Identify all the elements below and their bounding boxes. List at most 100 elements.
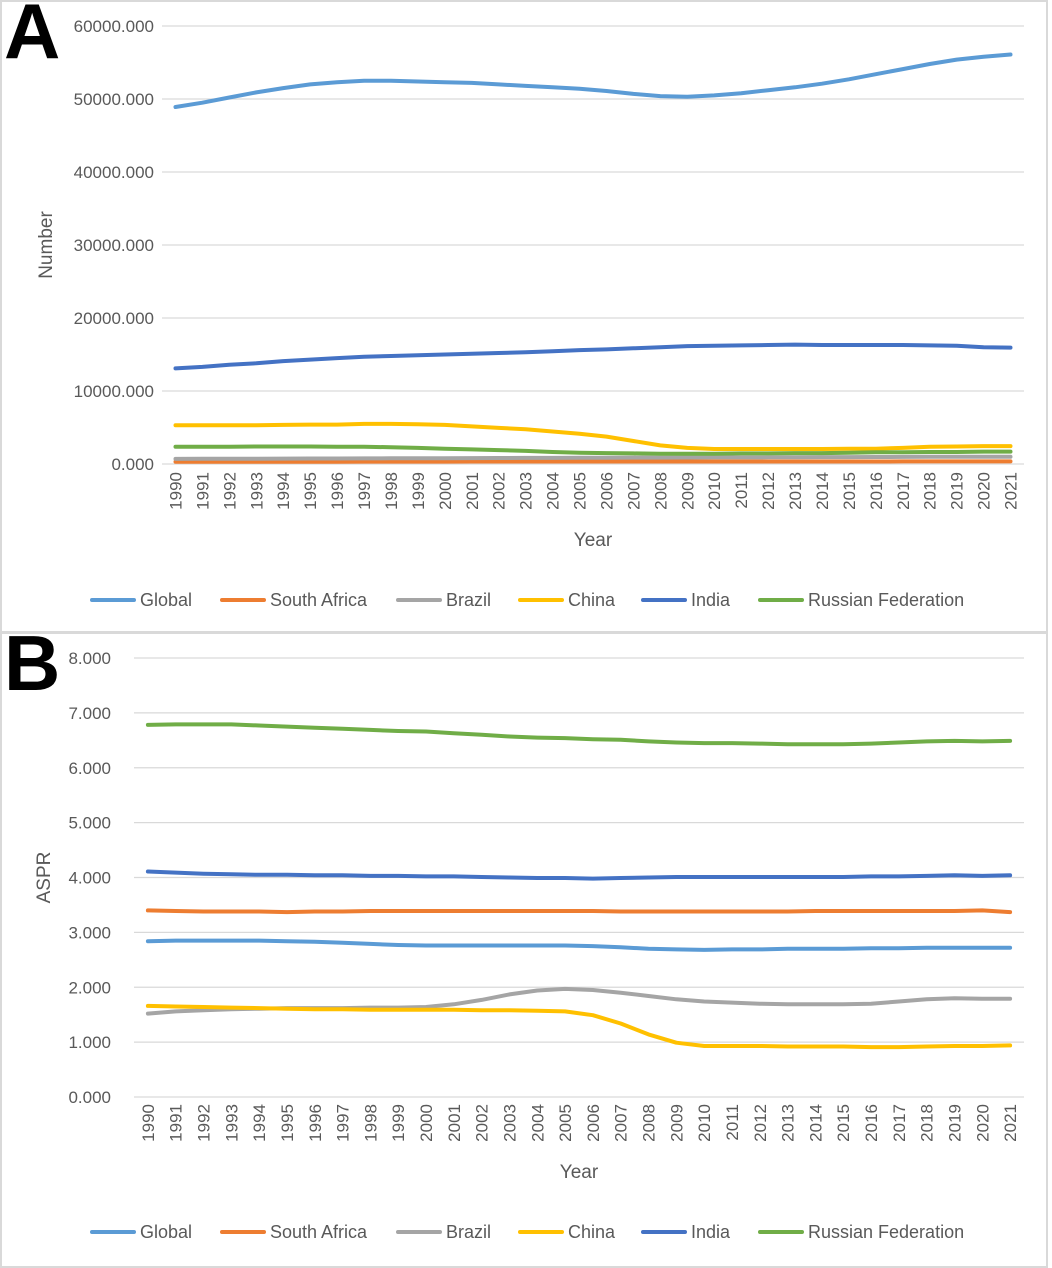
chart-b: 0.000 1.000 2.000 3.000 4.000 5.000 6.000 7.000… bbox=[34, 649, 1024, 1242]
chart-a-x-tick-label: 2006 bbox=[597, 472, 616, 510]
chart-b-y-tick-label: 1.000 bbox=[68, 1033, 111, 1052]
chart-b-legend-item-south-africa: South Africa bbox=[220, 1222, 368, 1242]
chart-a-legend-label: Russian Federation bbox=[808, 590, 964, 610]
chart-a-x-tick-label: 1991 bbox=[193, 472, 212, 510]
chart-a-x-tick-label: 2018 bbox=[921, 472, 940, 510]
chart-a-y-tick-label: 0.000 bbox=[111, 455, 154, 474]
chart-a-x-tick-label: 1990 bbox=[166, 472, 185, 510]
chart-a-gridlines bbox=[162, 25, 1024, 465]
chart-b-x-tick-label: 2018 bbox=[918, 1104, 937, 1142]
chart-a-legend-item-china: China bbox=[518, 590, 616, 610]
chart-a-x-tick-label: 2005 bbox=[571, 472, 590, 510]
chart-b-series-line-china bbox=[145, 1003, 1013, 1050]
chart-b-x-tick-label: 1995 bbox=[278, 1104, 297, 1142]
chart-b-y-tick-label: 5.000 bbox=[68, 814, 111, 833]
chart-a-x-tick-label: 2000 bbox=[436, 472, 455, 510]
chart-b-y-tick-label: 2.000 bbox=[68, 978, 111, 997]
chart-b-series-line-global bbox=[145, 938, 1013, 952]
chart-a-x-tick-label: 2013 bbox=[786, 472, 805, 510]
chart-a-x-tick-label: 1994 bbox=[274, 472, 293, 510]
chart-b-x-tick-label: 2019 bbox=[945, 1104, 964, 1142]
chart-b-x-tick-label: 2020 bbox=[973, 1104, 992, 1142]
chart-a-x-tick-label: 2010 bbox=[705, 472, 724, 510]
chart-a-x-tick-label: 2016 bbox=[867, 472, 886, 510]
chart-b-y-tick-label: 6.000 bbox=[68, 759, 111, 778]
chart-a-y-tick-label: 60000.000 bbox=[74, 17, 154, 36]
chart-a-legend-item-india: India bbox=[641, 590, 731, 610]
chart-b-series-line-russian-federation bbox=[145, 722, 1013, 747]
chart-a-x-tick-label: 2012 bbox=[759, 472, 778, 510]
chart-a-x-tick-label: 1998 bbox=[382, 472, 401, 510]
chart-a-legend-label: Global bbox=[140, 590, 192, 610]
chart-a-x-tick-label: 2021 bbox=[1002, 472, 1021, 510]
chart-a-y-tick-label: 40000.000 bbox=[74, 163, 154, 182]
chart-a-x-tick-label: 2001 bbox=[463, 472, 482, 510]
chart-a-x-tick-label: 2015 bbox=[840, 472, 859, 510]
chart-b-series bbox=[145, 722, 1013, 1050]
chart-b-x-tick-label: 1999 bbox=[389, 1104, 408, 1142]
chart-a-legend-item-global: Global bbox=[90, 590, 192, 610]
chart-a-y-axis-title: Number bbox=[36, 211, 57, 279]
chart-b-x-tick-label: 2017 bbox=[890, 1104, 909, 1142]
chart-b-y-tick-label: 4.000 bbox=[68, 869, 111, 888]
chart-a-series-line-india bbox=[173, 342, 1013, 371]
chart-b-legend-item-russian-federation: Russian Federation bbox=[758, 1222, 964, 1242]
chart-a-x-tick-label: 2008 bbox=[651, 472, 670, 510]
chart-a-x-tick-label: 2020 bbox=[975, 472, 994, 510]
chart-a-legend-label: India bbox=[691, 590, 731, 610]
chart-b-x-tick-label: 2008 bbox=[640, 1104, 659, 1142]
chart-b-y-axis-title: ASPR bbox=[34, 852, 55, 904]
chart-b-x-tick-label: 1997 bbox=[334, 1104, 353, 1142]
chart-b-legend-item-brazil: Brazil bbox=[396, 1222, 491, 1242]
panel-b-frame bbox=[0, 632, 1048, 1268]
chart-b-x-tick-label: 1992 bbox=[195, 1104, 214, 1142]
chart-b-x-tick-label: 2009 bbox=[667, 1104, 686, 1142]
chart-a-series-line-russian-federation bbox=[173, 444, 1013, 456]
chart-a-x-tick-label: 2017 bbox=[894, 472, 913, 510]
chart-a-series bbox=[173, 52, 1013, 464]
chart-b-x-tick-label: 2003 bbox=[500, 1104, 519, 1142]
chart-a-x-tick-label: 2009 bbox=[678, 472, 697, 510]
chart-a-x-axis-title: Year bbox=[574, 530, 613, 551]
chart-a-x-tick-label: 2019 bbox=[948, 472, 967, 510]
chart-a-legend-label: China bbox=[568, 590, 616, 610]
chart-b-x-tick-label: 2010 bbox=[695, 1104, 714, 1142]
chart-b-series-line-south-africa bbox=[145, 908, 1013, 915]
chart-b-legend-label: Russian Federation bbox=[808, 1222, 964, 1242]
chart-b-y-tick-label: 3.000 bbox=[68, 923, 111, 942]
chart-a-series-line-china bbox=[173, 421, 1013, 451]
chart-b-legend-item-china: China bbox=[518, 1222, 616, 1242]
chart-a-x-tick-label: 2002 bbox=[490, 472, 509, 510]
chart-b-x-tick-label: 1998 bbox=[361, 1104, 380, 1142]
panel-a: 0.000 10000.000 20000.000 30000.000 40000.00… bbox=[0, 0, 1052, 633]
chart-b-legend-label: Brazil bbox=[446, 1222, 491, 1242]
chart-b-legend-label: India bbox=[691, 1222, 731, 1242]
chart-a-x-tick-label: 1992 bbox=[220, 472, 239, 510]
chart-a-legend: Global South Africa Brazil China India Russia… bbox=[90, 590, 964, 610]
chart-a-x-tick-label: 1993 bbox=[247, 472, 266, 510]
chart-b-x-tick-label: 2016 bbox=[862, 1104, 881, 1142]
chart-a-x-tick-label: 2011 bbox=[732, 472, 751, 509]
chart-b-x-tick-label: 2021 bbox=[1001, 1104, 1020, 1142]
chart-a-series-line-global bbox=[173, 52, 1013, 109]
chart-b-x-tick-label: 1994 bbox=[250, 1104, 269, 1142]
chart-b-y-tick-label: 8.000 bbox=[68, 649, 111, 668]
chart-a-y-tick-labels: 0.000 10000.000 20000.000 30000.000 40000.00… bbox=[74, 17, 154, 474]
chart-b-x-tick-label: 2007 bbox=[612, 1104, 631, 1142]
chart-a-legend-item-brazil: Brazil bbox=[396, 590, 491, 610]
chart-b-x-tick-label: 2011 bbox=[723, 1104, 742, 1141]
chart-a-y-tick-label: 30000.000 bbox=[74, 236, 154, 255]
chart-b-x-tick-label: 2012 bbox=[751, 1104, 770, 1142]
chart-a-x-tick-label: 1995 bbox=[301, 472, 320, 510]
chart-b-legend-label: South Africa bbox=[270, 1222, 368, 1242]
chart-b-y-tick-label: 7.000 bbox=[68, 704, 111, 723]
chart-a-x-tick-label: 1996 bbox=[328, 472, 347, 510]
chart-a-x-tick-label: 1997 bbox=[355, 472, 374, 510]
chart-b-x-tick-label: 2002 bbox=[473, 1104, 492, 1142]
chart-b-legend-item-india: India bbox=[641, 1222, 731, 1242]
chart-b-x-tick-label: 1996 bbox=[306, 1104, 325, 1142]
chart-a-legend-item-russian-federation: Russian Federation bbox=[758, 590, 964, 610]
chart-b-legend: Global South Africa Brazil China India Russia… bbox=[90, 1222, 964, 1242]
panel-b-letter: B bbox=[4, 619, 61, 707]
